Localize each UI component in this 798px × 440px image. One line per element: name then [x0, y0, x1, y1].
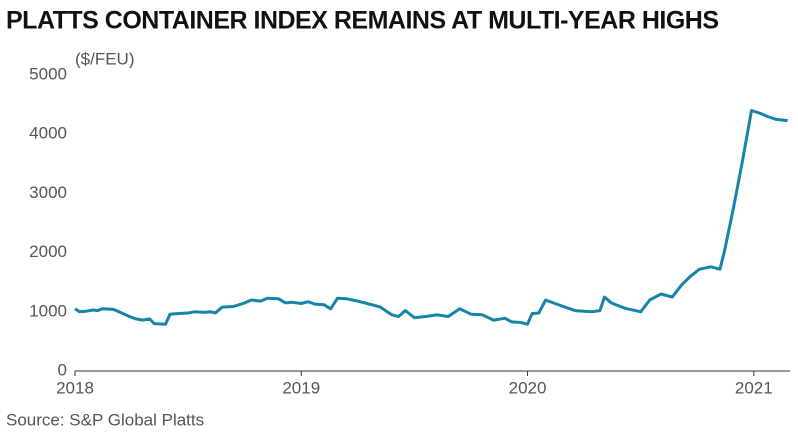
- line-series: [74, 109, 788, 326]
- y-tick-label: 2000: [29, 242, 67, 261]
- x-tick-label: 2021: [735, 378, 773, 397]
- chart-title: PLATTS CONTAINER INDEX REMAINS AT MULTI-…: [6, 7, 719, 35]
- y-tick-label: 0: [58, 360, 67, 379]
- x-tick-label: 2019: [282, 378, 320, 397]
- y-tick-label: 1000: [29, 301, 67, 320]
- y-axis-label: ($/FEU): [75, 49, 135, 68]
- y-tick-label: 3000: [29, 183, 67, 202]
- y-tick-label: 4000: [29, 124, 67, 143]
- y-tick-label: 5000: [29, 64, 67, 83]
- source: Source: S&P Global Platts: [6, 410, 204, 429]
- x-tick-label: 2018: [56, 378, 94, 397]
- x-tick-label: 2020: [509, 378, 547, 397]
